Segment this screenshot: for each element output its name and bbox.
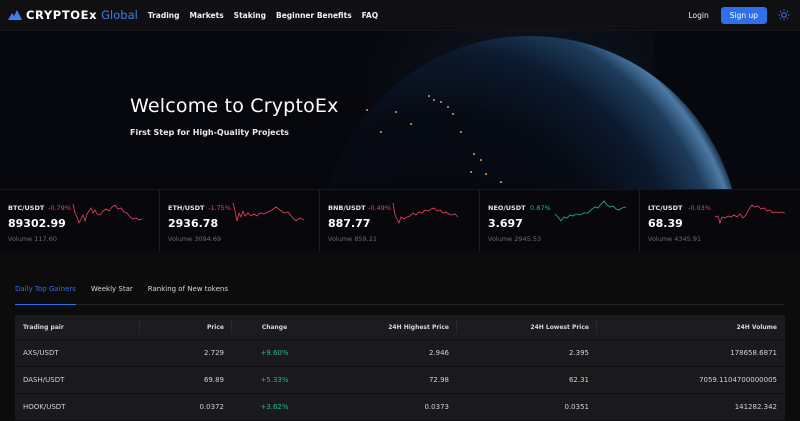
sparkline-chart <box>72 203 143 225</box>
table-row[interactable]: AXS/USDT 2.729 +9.60% 2.946 2.395 178658… <box>15 340 785 367</box>
signup-button[interactable]: Sign up <box>720 6 767 24</box>
table-row[interactable]: DASH/USDT 69.89 +5.33% 72.98 62.31 7059.… <box>15 367 785 394</box>
ticker-strip: BTC/USDT -0.79% 89302.99 Volume 117.60 E… <box>0 189 800 253</box>
nav-beginner-benefits[interactable]: Beginner Benefits <box>276 10 352 20</box>
logo-text: CRYPTOEx <box>26 8 98 22</box>
ticker-pair: NEO/USDT <box>488 204 526 212</box>
cell-high: 0.0373 <box>424 403 450 411</box>
ticker-change: -0.49% <box>368 204 391 212</box>
cell-pair: AXS/USDT <box>23 349 59 357</box>
ticker-price: 2936.78 <box>168 217 219 230</box>
cell-low: 0.0351 <box>564 403 590 411</box>
col-24h-volume[interactable]: 24H Volume <box>736 323 777 331</box>
nav-faq[interactable]: FAQ <box>361 10 379 20</box>
auth-area: Login Sign up <box>688 6 791 24</box>
ticker-neo[interactable]: NEO/USDT 0.87% 3.697 Volume 2945.53 <box>480 190 640 253</box>
ticker-pair: LTC/USDT <box>648 204 683 212</box>
col-change[interactable]: Change <box>261 323 288 331</box>
table-header: Trading pair Price Change 24H Highest Pr… <box>15 315 785 340</box>
cell-volume: 141282.342 <box>734 403 777 411</box>
table-row[interactable]: HOOK/USDT 0.0372 +3.62% 0.0373 0.0351 14… <box>15 394 785 421</box>
login-button[interactable]: Login <box>688 10 709 20</box>
ticker-price: 68.39 <box>648 217 683 230</box>
cell-pair: DASH/USDT <box>23 376 65 384</box>
main-nav: Trading Markets Staking Beginner Benefit… <box>148 11 378 20</box>
cell-high: 2.946 <box>428 349 449 357</box>
ticker-volume: Volume 117.60 <box>8 235 57 243</box>
sparkline-chart <box>714 204 786 225</box>
market-tabs: Daily Top Gainers Weekly Star Ranking of… <box>15 281 785 305</box>
col-24h-high[interactable]: 24H Highest Price <box>317 319 457 334</box>
ticker-ltc[interactable]: LTC/USDT -0.03% 68.39 Volume 4345.91 <box>640 190 800 253</box>
cell-low: 2.395 <box>568 349 589 357</box>
nav-staking[interactable]: Staking <box>233 10 266 20</box>
top-nav-bar: CRYPTOEx Global Trading Markets Staking … <box>0 0 800 31</box>
ticker-volume: Volume 3094.69 <box>168 235 222 243</box>
ticker-change: -0.79% <box>48 204 71 212</box>
tab-weekly-star[interactable]: Weekly Star <box>90 285 133 293</box>
logo-icon <box>8 10 22 20</box>
col-trading-pair[interactable]: Trading pair <box>15 319 140 334</box>
hero-title: Welcome to CryptoEx <box>130 95 339 117</box>
cell-price: 0.0372 <box>199 403 225 411</box>
hero-banner: Welcome to CryptoEx First Step for High-… <box>0 31 800 189</box>
hero-subtitle: First Step for High-Quality Projects <box>130 128 289 137</box>
cell-change: +9.60% <box>260 349 289 357</box>
cell-volume: 178658.6871 <box>730 349 777 357</box>
cell-change: +5.33% <box>260 376 289 384</box>
ticker-change: 0.87% <box>530 204 551 212</box>
ticker-volume: Volume 2945.53 <box>488 235 542 243</box>
gainers-table: Trading pair Price Change 24H Highest Pr… <box>15 315 785 421</box>
ticker-pair: BNB/USDT <box>328 204 366 212</box>
ticker-btc[interactable]: BTC/USDT -0.79% 89302.99 Volume 117.60 <box>0 190 160 253</box>
sun-icon[interactable] <box>778 9 790 21</box>
nav-trading[interactable]: Trading <box>147 10 180 20</box>
cell-low: 62.31 <box>568 376 589 384</box>
ticker-volume: Volume 859.21 <box>328 235 377 243</box>
market-section: Daily Top Gainers Weekly Star Ranking of… <box>0 252 800 421</box>
tab-ranking-new-tokens[interactable]: Ranking of New tokens <box>147 285 228 293</box>
ticker-price: 89302.99 <box>8 217 66 230</box>
logo[interactable]: CRYPTOEx Global <box>8 0 138 31</box>
cell-high: 72.98 <box>428 376 449 384</box>
ticker-change: -0.03% <box>688 204 711 212</box>
cell-price: 2.729 <box>203 349 224 357</box>
cell-price: 69.89 <box>203 376 224 384</box>
ticker-bnb[interactable]: BNB/USDT -0.49% 887.77 Volume 859.21 <box>320 190 480 253</box>
ticker-price: 3.697 <box>488 217 523 230</box>
sparkline-chart <box>392 202 459 225</box>
ticker-volume: Volume 4345.91 <box>648 235 702 243</box>
sparkline-chart <box>232 202 305 222</box>
col-price[interactable]: Price <box>140 319 232 334</box>
ticker-eth[interactable]: ETH/USDT -1.75% 2936.78 Volume 3094.69 <box>160 190 320 253</box>
ticker-pair: BTC/USDT <box>8 204 45 212</box>
ticker-pair: ETH/USDT <box>168 204 205 212</box>
tab-daily-top-gainers[interactable]: Daily Top Gainers <box>15 281 76 305</box>
cell-pair: HOOK/USDT <box>23 403 66 411</box>
ticker-change: -1.75% <box>208 204 231 212</box>
cell-volume: 7059.1104700000005 <box>699 376 777 384</box>
ticker-price: 887.77 <box>328 217 371 230</box>
sparkline-chart <box>554 200 627 222</box>
nav-markets[interactable]: Markets <box>189 10 224 20</box>
logo-sub: Global <box>101 8 138 22</box>
cell-change: +3.62% <box>260 403 289 411</box>
col-24h-low[interactable]: 24H Lowest Price <box>457 319 597 334</box>
